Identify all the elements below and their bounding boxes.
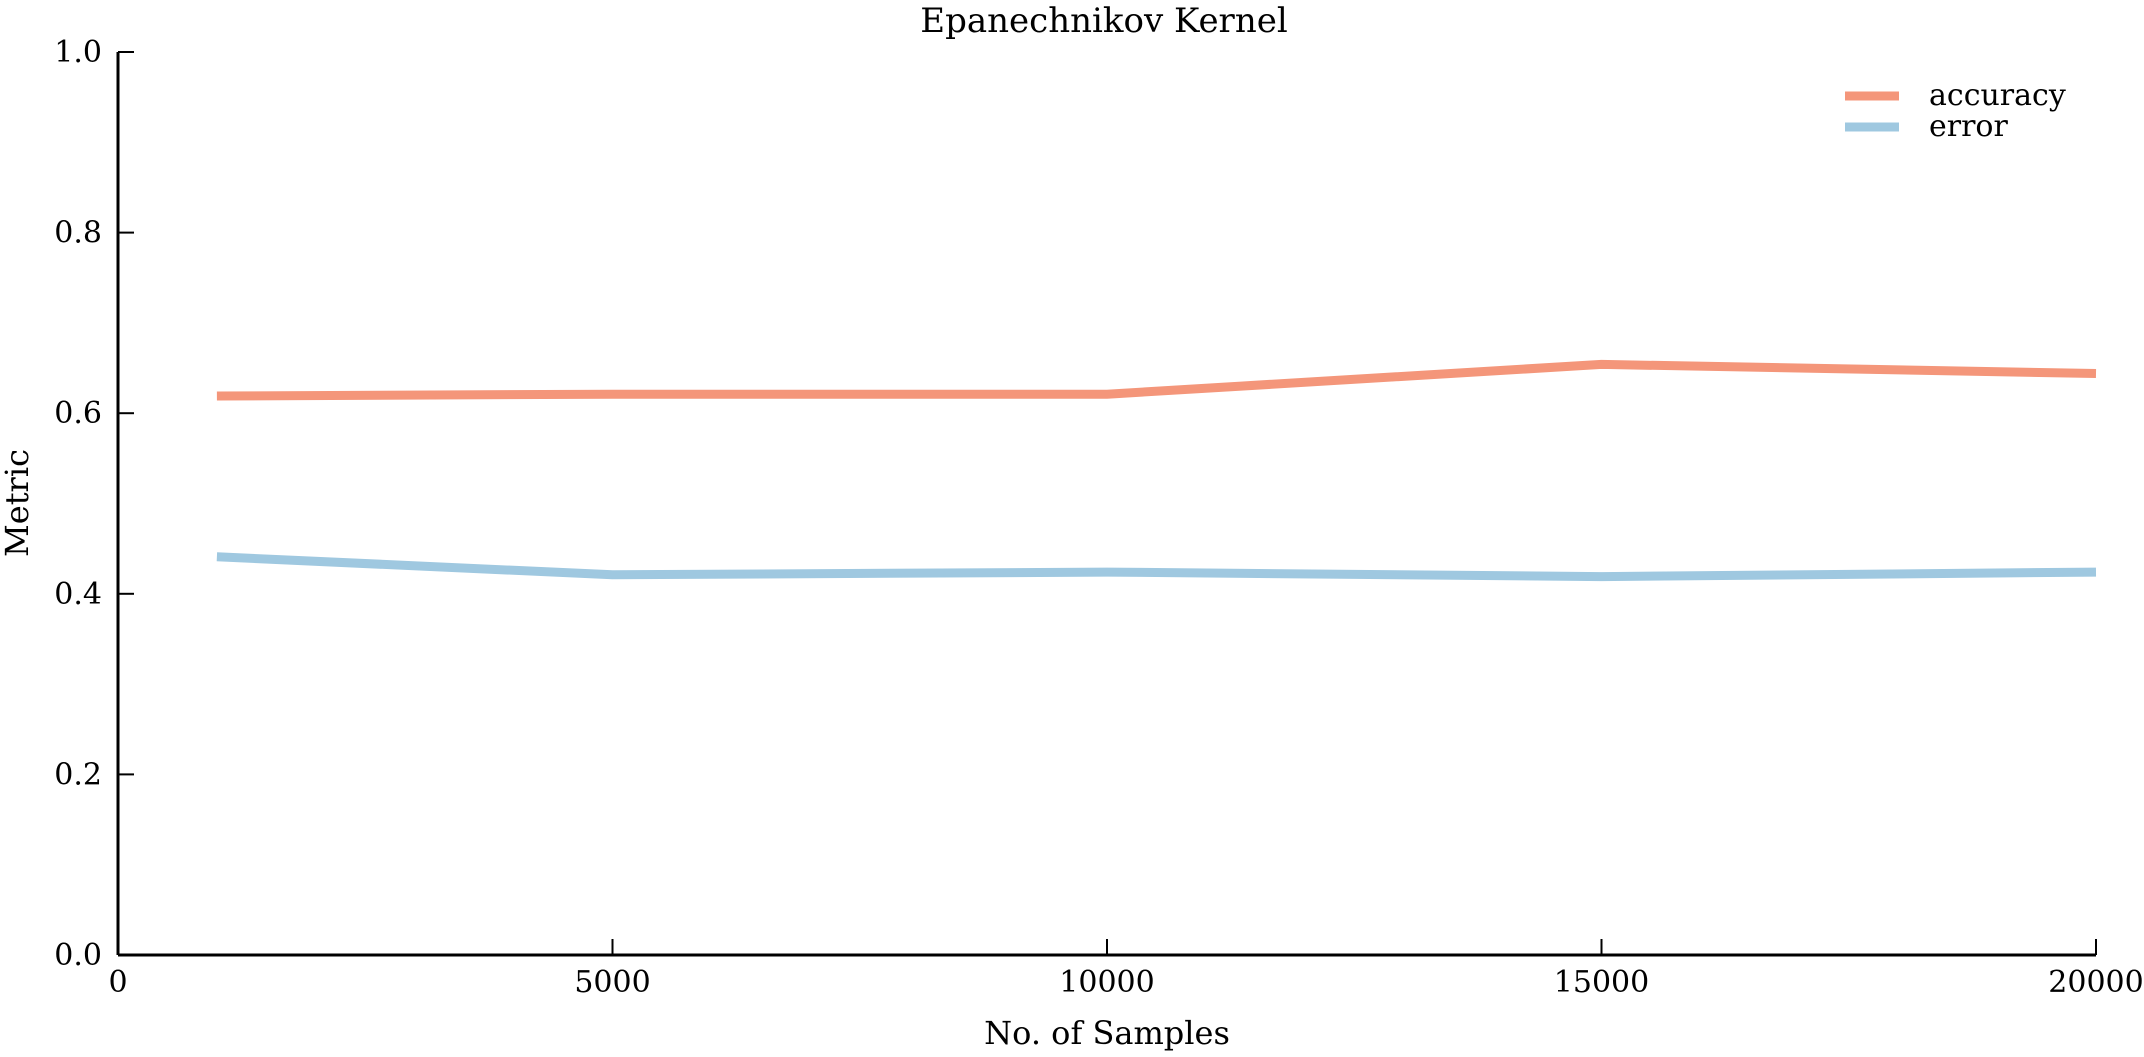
accuracy-legend-label: accuracy: [1929, 78, 2066, 113]
chart-title: Epanechnikov Kernel: [920, 1, 1287, 41]
x-axis-ticks: 0 5000 10000 15000 20000: [108, 939, 2144, 1000]
y-tick-label: 0.2: [54, 757, 102, 792]
x-tick-label: 20000: [2048, 965, 2143, 1000]
y-tick-label: 0.4: [54, 577, 102, 612]
error-legend-label: error: [1929, 109, 2008, 144]
series-lines: [216, 359, 2097, 582]
x-tick-label: 5000: [574, 965, 650, 1000]
x-axis-title: No. of Samples: [984, 1014, 1230, 1052]
y-tick-label: 1.0: [54, 35, 102, 70]
y-tick-label: 0.0: [54, 938, 102, 973]
x-tick-label: 0: [108, 965, 127, 1000]
y-tick-label: 0.8: [54, 216, 102, 251]
error-series-line: [216, 552, 2097, 582]
y-axis-title: Metric: [0, 449, 36, 557]
x-tick-label: 10000: [1059, 965, 1154, 1000]
accuracy-series-line: [216, 359, 2097, 401]
y-axis-ticks: 0.0 0.2 0.4 0.6 0.8 1.0: [54, 35, 134, 973]
y-tick-label: 0.6: [54, 396, 102, 431]
x-tick-label: 15000: [1554, 965, 1649, 1000]
